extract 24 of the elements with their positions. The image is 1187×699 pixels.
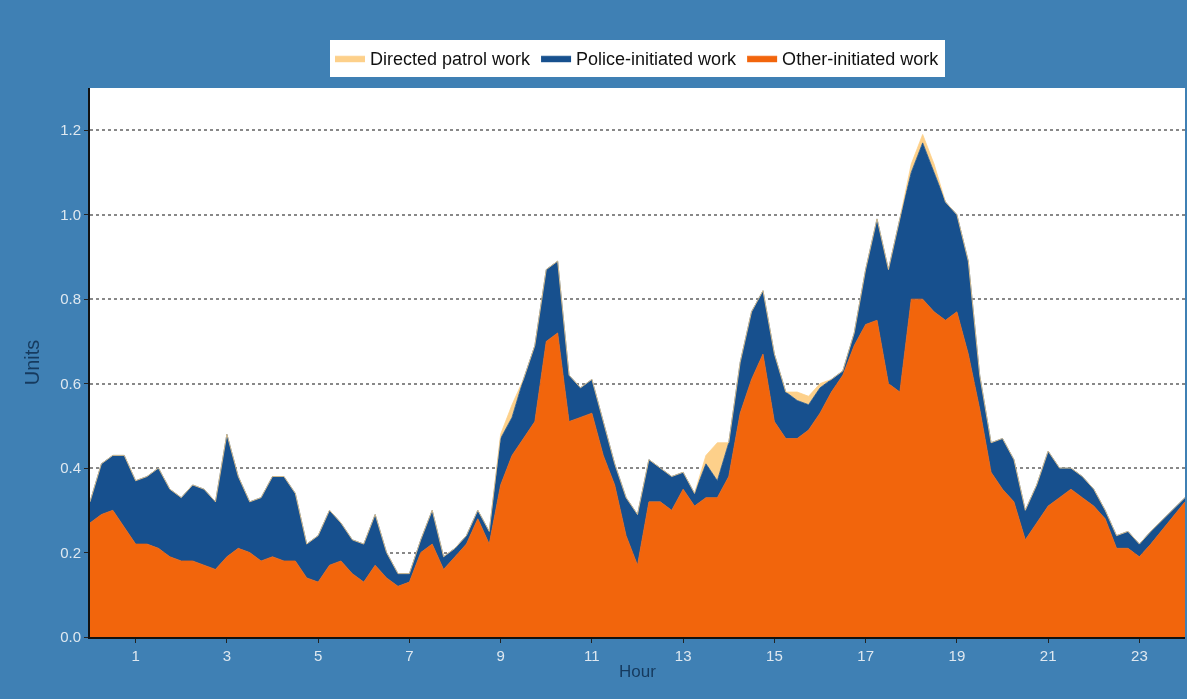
x-tick-label: 13 (674, 647, 692, 664)
x-tick-label: 15 (766, 647, 783, 664)
x-tick-label: 3 (222, 647, 232, 664)
y-tick-label: 1.2 (60, 121, 81, 139)
legend-label: Directed patrol work (370, 49, 532, 70)
y-tick-label: 0.6 (60, 374, 81, 392)
y-tick-label: 0.0 (60, 628, 81, 646)
y-tick-label: 0.8 (60, 290, 81, 308)
x-tick-label: 23 (1131, 647, 1148, 664)
x-tick-label: 7 (405, 647, 414, 664)
x-tick-label: 1 (131, 647, 140, 664)
y-axis-title: Units (21, 339, 44, 386)
x-tick-label: 19 (948, 647, 966, 664)
legend-label: Other-initiated work (782, 49, 940, 70)
x-tick-label: 9 (496, 647, 505, 664)
y-tick-label: 0.4 (60, 459, 81, 477)
y-tick-label: 1.0 (60, 205, 81, 223)
x-tick-label: 11 (584, 647, 600, 664)
x-tick-label: 17 (857, 647, 874, 664)
x-tick-label: 5 (313, 647, 323, 664)
y-tick-label: 0.2 (60, 543, 81, 561)
x-axis-title: Hour (619, 661, 657, 681)
x-tick-label: 21 (1039, 647, 1057, 664)
legend-label: Police-initiated work (576, 49, 738, 70)
